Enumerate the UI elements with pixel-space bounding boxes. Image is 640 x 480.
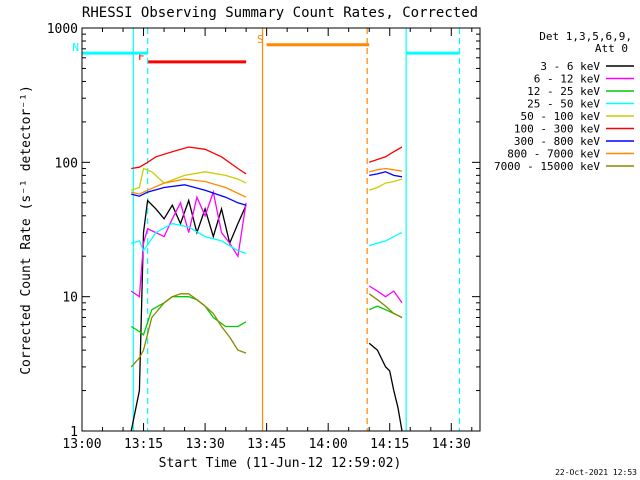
- legend-header-detectors: Det 1,3,5,6,9,: [539, 30, 632, 43]
- y-axis-label: Corrected Count Rate (s⁻¹ detector⁻¹): [19, 85, 34, 375]
- legend-label: 300 - 800 keV: [514, 135, 600, 148]
- series-line: [130, 189, 247, 298]
- series-group: [130, 146, 403, 432]
- series-line: [130, 293, 247, 368]
- legend-label: 12 - 25 keV: [527, 85, 600, 98]
- legend-header-attenuator: Att 0: [595, 42, 628, 55]
- series-line: [130, 296, 247, 336]
- series-line: [368, 178, 403, 191]
- series-line: [369, 171, 403, 178]
- x-tick-label: 13:45: [247, 437, 286, 452]
- legend-label: 25 - 50 keV: [527, 98, 600, 111]
- series-line: [369, 232, 403, 247]
- flag-bar-label: F: [138, 50, 145, 63]
- legend-label: 6 - 12 keV: [534, 73, 601, 86]
- legend-label: 50 - 100 keV: [521, 110, 601, 123]
- legend-label: 3 - 6 keV: [540, 60, 600, 73]
- x-tick-label: 13:30: [186, 437, 225, 452]
- series-line: [131, 184, 247, 206]
- series-line: [130, 198, 247, 432]
- flag-bar-label: N: [72, 41, 79, 54]
- flag-bars: F N S: [72, 33, 460, 64]
- x-tick-label: 13:00: [62, 437, 101, 452]
- legend-label: 100 - 300 keV: [514, 123, 600, 136]
- plot-frame: [81, 27, 481, 432]
- vertical-markers: [132, 28, 461, 431]
- x-tick-label: 14:00: [309, 437, 348, 452]
- legend-label: 7000 - 15000 keV: [494, 160, 600, 173]
- y-tick-label: 100: [55, 156, 78, 171]
- y-axis-ticks: 1 10 100 1000: [47, 22, 480, 440]
- chart-title: RHESSI Observing Summary Count Rates, Co…: [82, 5, 478, 21]
- flag-bar-label: S: [257, 33, 264, 46]
- x-tick-label: 14:30: [432, 437, 471, 452]
- series-line: [131, 222, 247, 255]
- series-line: [131, 146, 247, 175]
- x-axis-label: Start Time (11-Jun-12 12:59:02): [159, 456, 402, 471]
- series-line: [368, 146, 403, 163]
- series-line: [131, 178, 247, 198]
- series-line: [368, 285, 403, 304]
- y-tick-label: 10: [62, 291, 78, 306]
- x-tick-label: 13:15: [124, 437, 163, 452]
- y-tick-label: 1000: [47, 22, 78, 37]
- timestamp: 22-Oct-2021 12:53: [555, 468, 637, 477]
- legend-label: 800 - 7000 keV: [507, 148, 600, 161]
- series-line: [368, 293, 403, 319]
- series-line: [130, 167, 247, 191]
- y-tick-label: 1: [70, 425, 78, 440]
- series-line: [368, 342, 403, 432]
- x-tick-label: 14:15: [370, 437, 409, 452]
- series-line: [369, 167, 403, 173]
- x-axis-ticks: 13:00 13:15 13:30 13:45 14:00 14:15 14:30: [62, 28, 473, 452]
